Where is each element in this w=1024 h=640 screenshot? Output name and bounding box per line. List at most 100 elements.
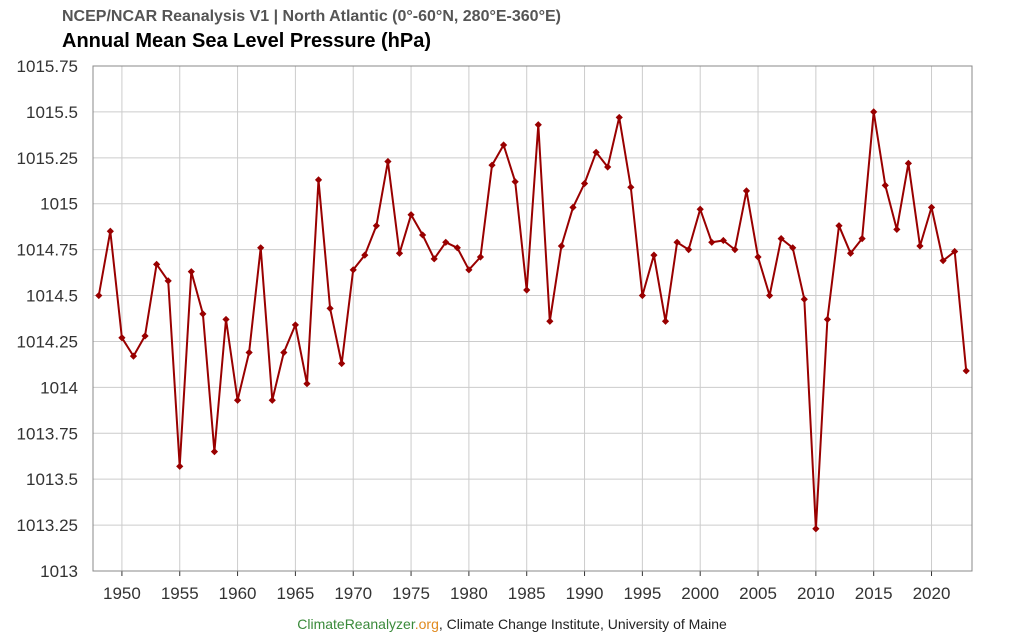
data-point [199,310,207,318]
data-point [789,244,797,252]
data-point [881,181,889,189]
data-point [812,525,820,533]
y-tick-label: 1013.75 [17,424,78,443]
data-point [719,236,727,245]
data-point [939,257,947,265]
data-point [326,304,334,312]
data-point [777,235,785,243]
data-point [442,238,450,246]
y-axis-tick-labels: 1013 1013.25 1013.5 1013.75 1014 1014.25 1014.… [17,57,78,581]
x-tick-label: 2010 [797,584,835,603]
data-point [268,396,276,404]
footer-brand-link[interactable]: ClimateReanalyzer [297,616,415,632]
x-tick-label: 1950 [103,584,141,603]
data-point [858,235,866,243]
x-tick-label: 1970 [334,584,372,603]
data-point [511,178,519,186]
data-point [661,317,670,325]
data-point [361,251,369,259]
data-point [870,108,878,116]
data-point [395,249,404,257]
y-tick-label: 1014 [40,378,78,397]
y-tick-label: 1013.25 [17,516,78,535]
data-point [708,238,716,246]
data-point [499,141,508,149]
data-point [951,247,959,256]
data-point [893,225,901,234]
data-point [523,286,531,294]
x-tick-label: 2020 [913,584,951,603]
data-point [465,266,473,274]
data-point [962,367,970,375]
data-point [580,179,589,188]
x-tick-label: 1975 [392,584,430,603]
data-point [673,238,681,246]
x-tick-label: 2005 [739,584,777,603]
y-tick-label: 1014.75 [17,241,78,260]
data-point [638,291,646,300]
data-point [800,295,808,303]
footer-institution: , Climate Change Institute, University o… [438,616,727,632]
data-point [916,242,924,250]
data-point [615,113,623,122]
data-point [129,352,138,360]
data-point [846,249,855,257]
data-point [927,203,936,211]
data-point [210,448,219,456]
data-point [731,246,739,254]
y-tick-label: 1015.25 [17,149,78,168]
data-point [257,244,265,252]
data-point [604,163,612,171]
data-point [696,205,704,213]
x-tick-label: 1990 [566,584,604,603]
x-tick-label: 2015 [855,584,893,603]
data-point [106,227,114,235]
x-tick-label: 2000 [681,584,719,603]
data-point [118,334,126,342]
data-point [742,187,751,195]
x-tick-label: 1955 [161,584,199,603]
data-point [372,222,380,230]
data-point [176,462,184,470]
data-point [546,317,554,325]
data-point [488,161,496,169]
data-point [765,291,774,300]
x-axis-tick-labels: 1950 1955 1960 1965 1970 1975 1980 1985 1990 1995… [103,584,950,603]
chart-subtitle: NCEP/NCAR Reanalysis V1 | North Atlantic… [62,8,561,25]
data-point [754,253,762,261]
footer-credit: ClimateReanalyzer.org, Climate Change In… [0,616,1024,632]
data-point [904,159,912,167]
data-point [291,321,300,329]
plot-frame [92,65,973,572]
data-point [338,359,346,368]
data-point [835,222,843,230]
data-point [141,332,149,340]
data-point [245,348,253,357]
data-point [349,266,357,274]
data-point [407,211,415,219]
x-tick-label: 1985 [508,584,546,603]
data-point [476,253,485,261]
data-point [384,157,392,166]
data-point [314,176,323,184]
data-point [627,183,635,191]
y-tick-label: 1015 [40,195,78,214]
y-tick-label: 1013.5 [26,470,78,489]
series-line [97,110,968,530]
x-tick-label: 1995 [623,584,661,603]
data-point [453,244,461,252]
data-point [823,315,832,324]
data-point [534,121,542,129]
footer-brand-tld: .org [414,616,439,632]
data-point [557,242,566,250]
y-tick-label: 1015.5 [26,103,78,122]
x-tick-label: 1980 [450,584,488,603]
data-point [187,268,195,276]
y-tick-label: 1014.25 [17,332,78,351]
data-point [430,255,438,263]
y-tick-label: 1014.5 [26,287,78,306]
data-point [222,315,230,324]
data-point [650,251,658,259]
data-point [164,277,172,285]
